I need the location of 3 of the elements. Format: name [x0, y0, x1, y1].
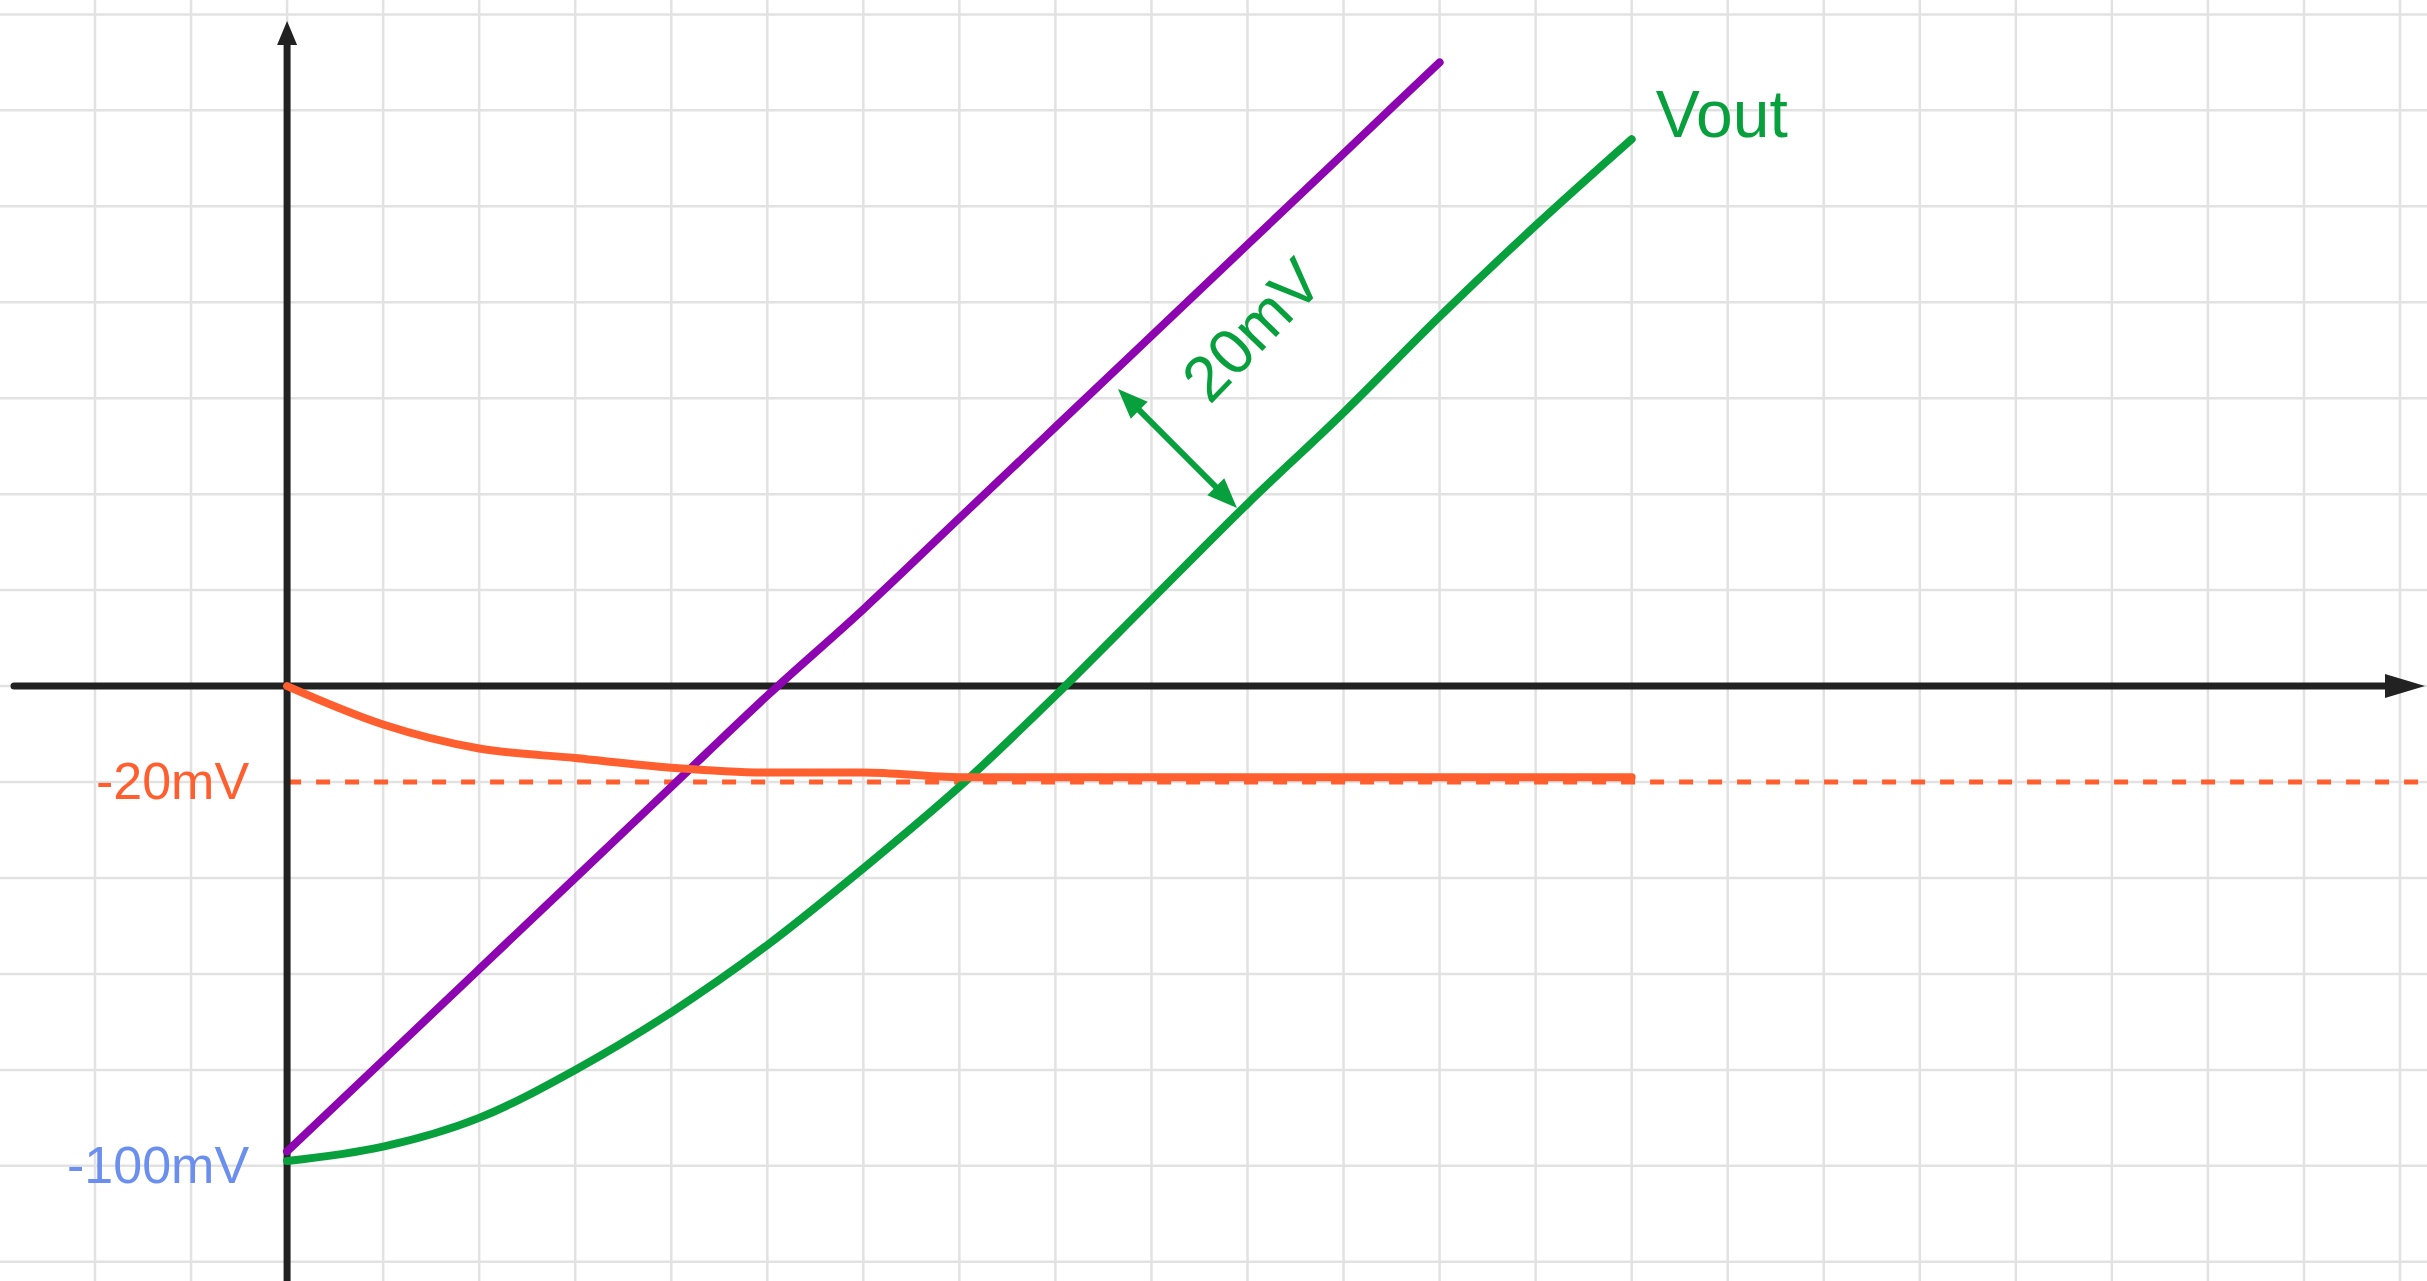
y-tick-label: -100mV [67, 1135, 250, 1194]
series-label: Vout [1655, 77, 1788, 152]
y-tick-label: -20mV [95, 752, 250, 811]
